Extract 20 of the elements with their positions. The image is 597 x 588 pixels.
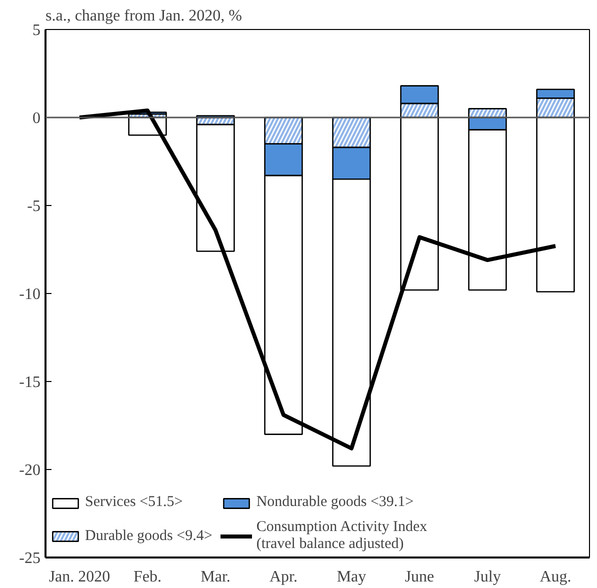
chart-title: s.a., change from Jan. 2020, % [46, 8, 242, 24]
x-tick-label: June [404, 568, 434, 586]
y-tick-label: -15 [19, 374, 40, 391]
legend-label: Durable goods <9.4> [85, 528, 212, 544]
y-tick-label: -5 [27, 198, 40, 215]
x-tick-label: Apr. [270, 568, 298, 586]
x-tick-label: May [336, 568, 366, 586]
legend-label: Consumption Activity Index (travel balance adjusted) [256, 519, 428, 553]
legend-label: Nondurable goods <39.1> [256, 494, 414, 511]
x-tick-label: Jan. 2020 [48, 568, 110, 586]
x-tick-label: Feb. [134, 568, 162, 586]
y-tick-label: -25 [19, 550, 40, 567]
y-tick-label: -10 [19, 286, 40, 303]
y-tick-label: 5 [32, 22, 40, 39]
x-tick-label: July [474, 568, 501, 586]
y-tick-label: -20 [19, 462, 40, 479]
legend-label: Services <51.5> [85, 494, 183, 511]
y-tick-label: 0 [32, 110, 40, 127]
x-tick-label: Mar. [200, 568, 230, 586]
x-tick-label: Aug. [540, 568, 572, 586]
